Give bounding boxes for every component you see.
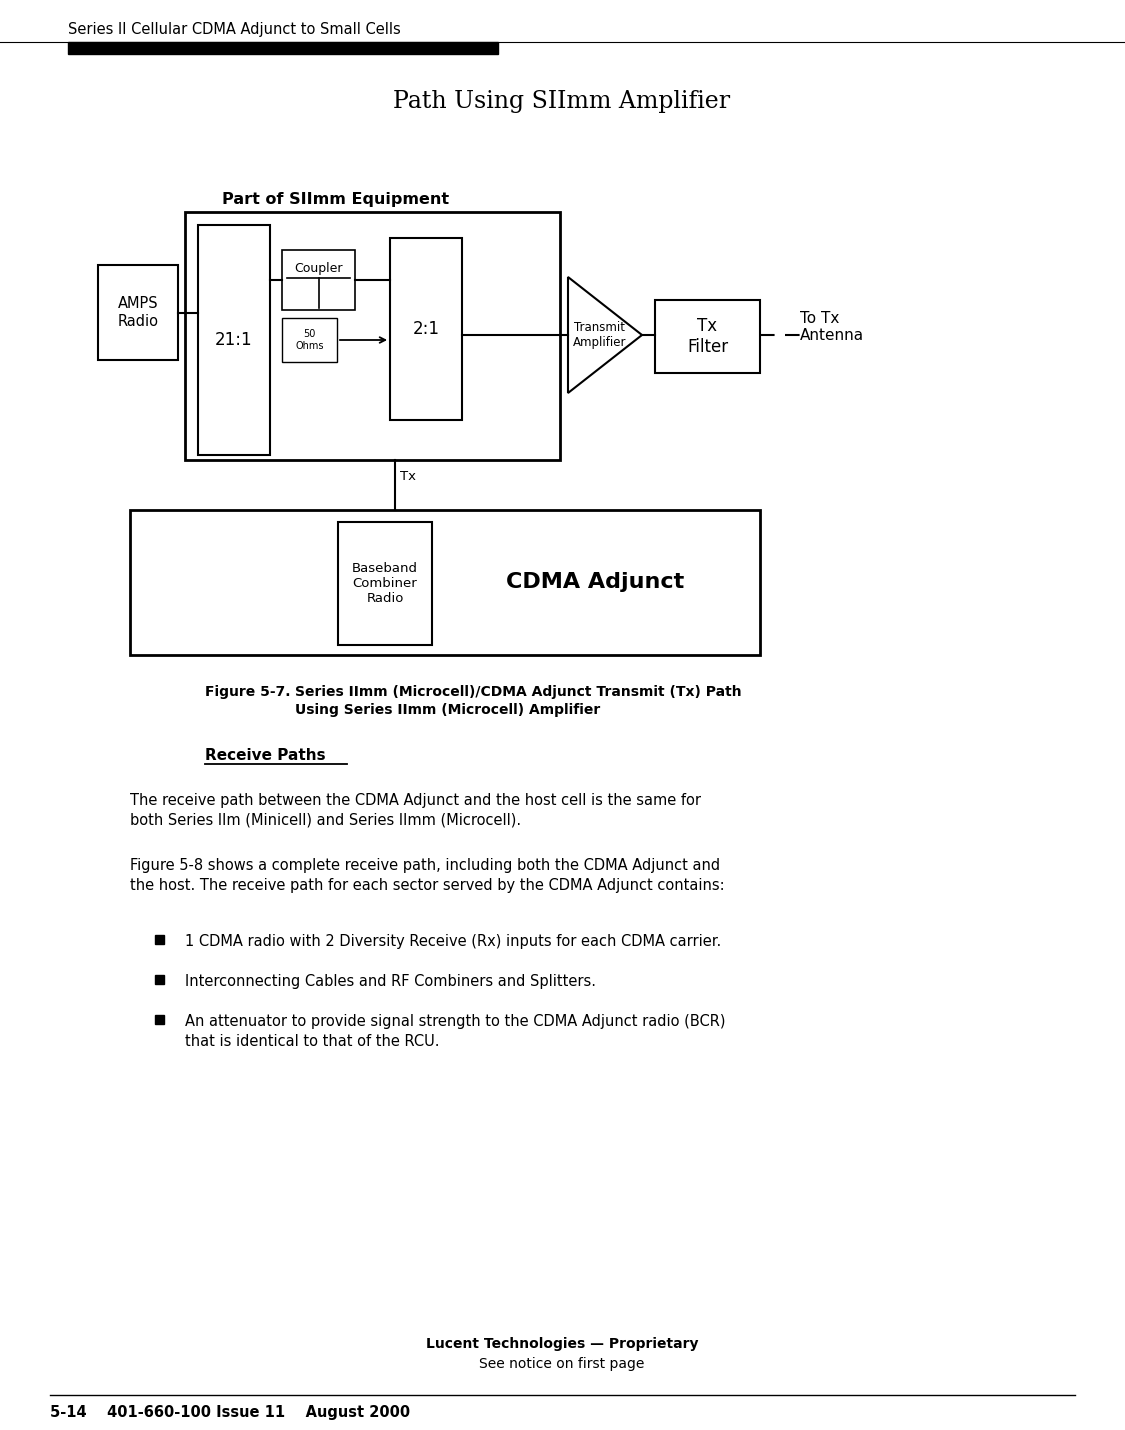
Text: Part of SIImm Equipment: Part of SIImm Equipment: [222, 192, 449, 207]
Text: To Tx
Antenna: To Tx Antenna: [800, 310, 864, 343]
Bar: [282, 317, 338, 362]
Bar: [282, 250, 356, 310]
Text: 5-14    401-660-100 Issue 11    August 2000: 5-14 401-660-100 Issue 11 August 2000: [50, 1406, 411, 1420]
Bar: [198, 225, 270, 455]
Text: Series IImm (Microcell)/CDMA Adjunct Transmit (Tx) Path: Series IImm (Microcell)/CDMA Adjunct Tra…: [295, 685, 741, 699]
Text: 21:1: 21:1: [215, 330, 253, 349]
Text: An attenuator to provide signal strength to the CDMA Adjunct radio (BCR)
that is: An attenuator to provide signal strength…: [184, 1014, 726, 1048]
Text: CDMA Adjunct: CDMA Adjunct: [506, 572, 684, 592]
Text: Figure 5-8 shows a complete receive path, including both the CDMA Adjunct and
th: Figure 5-8 shows a complete receive path…: [130, 858, 724, 892]
Text: Receive Paths: Receive Paths: [205, 748, 325, 764]
Text: Interconnecting Cables and RF Combiners and Splitters.: Interconnecting Cables and RF Combiners …: [184, 974, 596, 990]
Text: Baseband
Combiner
Radio: Baseband Combiner Radio: [352, 562, 418, 605]
Bar: [155, 1015, 164, 1024]
Text: AMPS
Radio: AMPS Radio: [117, 296, 159, 329]
Text: See notice on first page: See notice on first page: [479, 1357, 645, 1371]
Bar: [338, 522, 432, 645]
Bar: [655, 300, 761, 373]
Text: Tx: Tx: [400, 470, 416, 483]
Text: 1 CDMA radio with 2 Diversity Receive (Rx) inputs for each CDMA carrier.: 1 CDMA radio with 2 Diversity Receive (R…: [184, 934, 721, 950]
Text: Transmit
Amplifier: Transmit Amplifier: [574, 320, 627, 349]
Text: Path Using SIImm Amplifier: Path Using SIImm Amplifier: [394, 90, 730, 113]
Text: Figure 5-7.: Figure 5-7.: [205, 685, 290, 699]
Text: 2:1: 2:1: [413, 320, 440, 337]
Bar: [98, 265, 178, 360]
Text: Tx
Filter: Tx Filter: [687, 317, 728, 356]
Text: Series II Cellular CDMA Adjunct to Small Cells: Series II Cellular CDMA Adjunct to Small…: [68, 21, 400, 37]
Text: 50
Ohms: 50 Ohms: [295, 329, 324, 350]
Bar: [155, 975, 164, 984]
Bar: [155, 935, 164, 944]
Bar: [68, 41, 498, 54]
Text: Using Series IImm (Microcell) Amplifier: Using Series IImm (Microcell) Amplifier: [295, 704, 601, 716]
Bar: [130, 511, 761, 655]
Bar: [390, 237, 462, 420]
Text: Coupler: Coupler: [295, 262, 343, 275]
Text: The receive path between the CDMA Adjunct and the host cell is the same for
both: The receive path between the CDMA Adjunc…: [130, 794, 701, 828]
Text: Lucent Technologies — Proprietary: Lucent Technologies — Proprietary: [425, 1337, 699, 1351]
Bar: [184, 212, 560, 460]
